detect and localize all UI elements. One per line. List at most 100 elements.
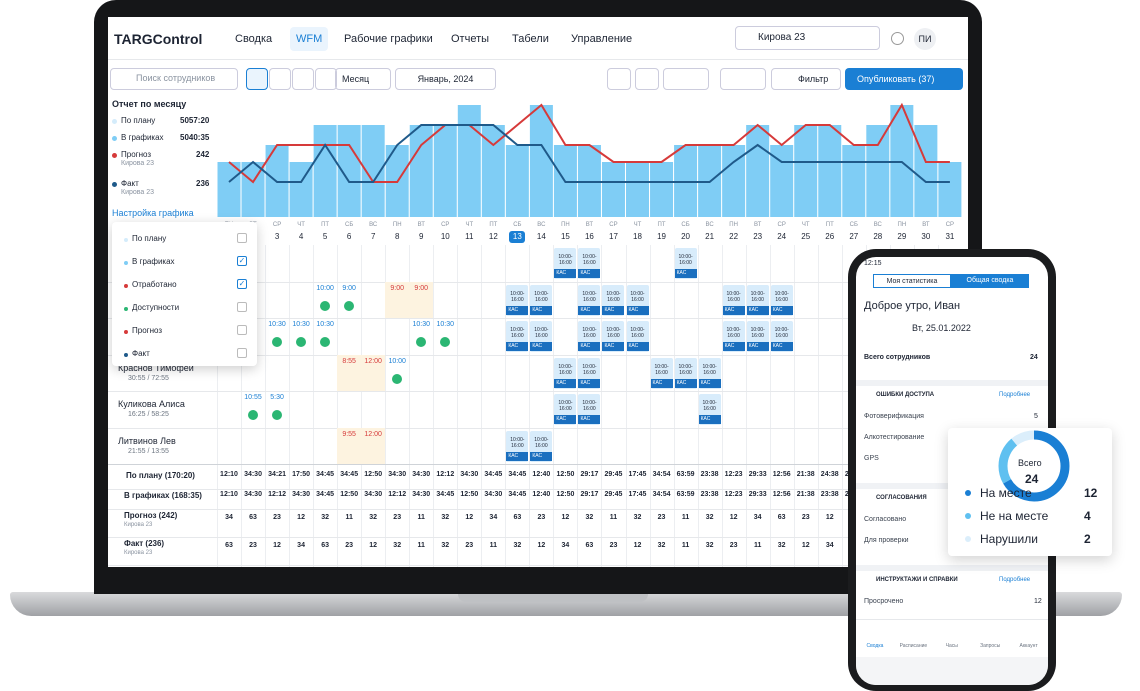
nav-item[interactable]: Сводка bbox=[235, 33, 273, 45]
totals-value: 34:45 bbox=[340, 471, 359, 478]
period-select[interactable]: Месяц bbox=[335, 68, 391, 90]
totals-value: 12:23 bbox=[724, 491, 743, 498]
filter-button[interactable]: Фильтр bbox=[771, 68, 841, 90]
bar bbox=[289, 162, 313, 217]
month-select[interactable]: Январь, 2024 bbox=[395, 68, 496, 90]
shift-code: КАС bbox=[506, 342, 529, 351]
bar bbox=[914, 125, 938, 217]
menu-checkbox[interactable] bbox=[237, 302, 247, 312]
calendar-button[interactable] bbox=[720, 68, 766, 90]
section-value: 12 bbox=[1034, 598, 1042, 605]
late-cell bbox=[337, 427, 362, 464]
column-line bbox=[721, 245, 723, 567]
menu-checkbox[interactable] bbox=[237, 325, 247, 335]
bar bbox=[313, 125, 337, 217]
totals-value: 12:56 bbox=[772, 491, 791, 498]
tool-button[interactable] bbox=[663, 68, 709, 90]
bar bbox=[866, 125, 890, 217]
section-row: Согласовано bbox=[864, 516, 907, 523]
view-button[interactable] bbox=[292, 68, 314, 90]
section-link[interactable]: Подробнее bbox=[999, 577, 1031, 583]
shift-code: КАС bbox=[698, 378, 721, 388]
help-icon[interactable] bbox=[891, 32, 904, 45]
check-in-time: 10:00 bbox=[316, 284, 334, 292]
nav-item[interactable]: Управление bbox=[571, 33, 633, 45]
totals-value: 63:59 bbox=[676, 471, 695, 478]
nav-tab[interactable]: Запросы bbox=[980, 643, 1001, 649]
employee-name: Литвинов Лев bbox=[118, 435, 176, 446]
weekday: СР bbox=[609, 222, 618, 228]
weekday: ЧТ bbox=[633, 222, 642, 228]
shift-time: 10:00-16:00 bbox=[774, 290, 789, 303]
totals-value: 12:56 bbox=[772, 471, 791, 478]
column-line bbox=[433, 245, 435, 567]
totals-value: 63 bbox=[225, 542, 233, 549]
shift-time: 10:00-16:00 bbox=[534, 436, 549, 449]
day-number: 6 bbox=[346, 232, 352, 241]
legend-value: 5040:35 bbox=[180, 133, 210, 142]
totals-value: 23 bbox=[729, 542, 738, 549]
nav-item[interactable]: Рабочие графики bbox=[344, 33, 433, 45]
check-icon bbox=[320, 300, 331, 311]
nav-item[interactable]: Табели bbox=[512, 33, 549, 45]
day-number: 14 bbox=[536, 232, 546, 241]
avatar[interactable]: ПИ bbox=[914, 28, 936, 50]
shift-time: 10:00-16:00 bbox=[510, 436, 525, 449]
weekday: СР bbox=[441, 222, 450, 228]
menu-checkbox[interactable] bbox=[237, 233, 247, 243]
row-line bbox=[108, 537, 968, 538]
nav-item[interactable]: WFM bbox=[290, 27, 329, 51]
column-line bbox=[481, 245, 483, 567]
shift-time: 10:00-16:00 bbox=[630, 290, 645, 303]
day-number: 28 bbox=[873, 232, 883, 241]
day-number: 15 bbox=[560, 232, 570, 241]
shift-time: 10:00-16:00 bbox=[750, 327, 765, 339]
view-button[interactable] bbox=[269, 68, 291, 90]
section-row: GPS bbox=[864, 455, 879, 462]
nav-tab[interactable]: Расписание bbox=[899, 643, 928, 649]
section-link[interactable]: Подробнее bbox=[999, 392, 1031, 398]
tab[interactable]: Моя статистика bbox=[873, 274, 951, 288]
tool-button[interactable] bbox=[635, 68, 659, 90]
check-in-time: 10:30 bbox=[436, 321, 455, 328]
row-line bbox=[108, 427, 968, 429]
totals-value: 23 bbox=[249, 542, 257, 549]
totals-value: 11 bbox=[417, 514, 425, 521]
menu-checkbox[interactable]: ✓ bbox=[237, 279, 247, 289]
totals-value: 29:45 bbox=[604, 471, 623, 478]
shift-time: 10:00-16:00 bbox=[678, 254, 693, 266]
totals-value: 12 bbox=[465, 514, 474, 521]
employee-hours: 21:55 / 13:55 bbox=[128, 447, 169, 455]
menu-checkbox[interactable] bbox=[237, 348, 247, 358]
menu-label: По плану bbox=[132, 234, 167, 243]
nav-tab[interactable]: Часы bbox=[945, 643, 958, 649]
weekday: ПТ bbox=[321, 222, 330, 228]
legend-label: На месте bbox=[980, 486, 1032, 500]
view-button[interactable] bbox=[315, 68, 337, 90]
bar bbox=[601, 162, 625, 217]
totals-value: 34:45 bbox=[484, 471, 503, 478]
publish-button[interactable]: Опубликовать (37) bbox=[845, 68, 963, 90]
search-box[interactable] bbox=[110, 68, 238, 90]
tab[interactable]: Общая сводка bbox=[951, 274, 1029, 288]
check-in-time: 10:00 bbox=[388, 357, 406, 365]
shift-code: КАС bbox=[554, 378, 577, 388]
menu-checkbox[interactable]: ✓ bbox=[237, 256, 247, 266]
tool-button[interactable] bbox=[607, 68, 631, 90]
location-select[interactable] bbox=[735, 26, 880, 50]
nav-tab[interactable]: Сводка bbox=[866, 643, 884, 649]
view-button[interactable] bbox=[246, 68, 268, 90]
nav-item[interactable]: Отчеты bbox=[451, 33, 490, 45]
shift-time: 10:00-16:00 bbox=[654, 363, 669, 376]
row-line bbox=[108, 509, 968, 510]
day-number: 22 bbox=[729, 232, 739, 241]
check-in-time: 9:00 bbox=[414, 284, 429, 292]
legend-dot bbox=[112, 119, 117, 124]
shift-time: 10:00-16:00 bbox=[726, 290, 741, 303]
settings-toggle[interactable]: Настройка графика bbox=[112, 208, 194, 218]
nav-tab[interactable]: Аккаунт bbox=[1019, 643, 1038, 649]
row-line bbox=[108, 354, 968, 356]
totals-value: 11 bbox=[609, 514, 618, 521]
totals-value: 34:30 bbox=[412, 491, 431, 498]
bar bbox=[650, 162, 674, 217]
